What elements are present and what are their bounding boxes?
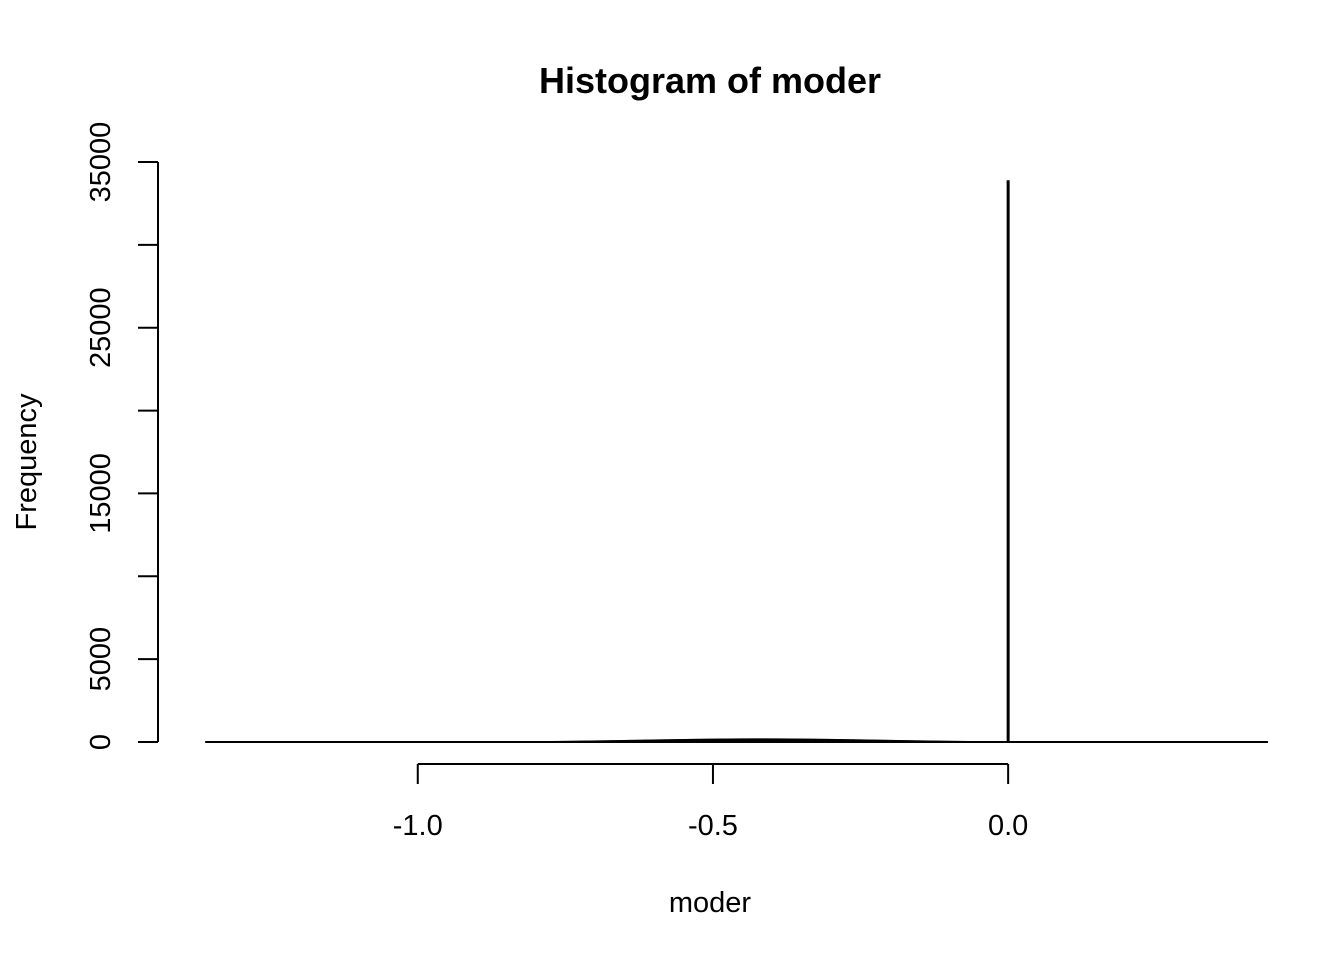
x-axis: -1.0 -0.5 0.0 bbox=[393, 763, 1028, 842]
x-axis-label: moder bbox=[669, 887, 752, 919]
x-tick-label: -1.0 bbox=[393, 810, 443, 842]
y-tick-label: 15000 bbox=[85, 453, 117, 534]
y-tick-label: 0 bbox=[85, 734, 117, 750]
x-tick-label: -0.5 bbox=[688, 810, 738, 842]
chart-title: Histogram of moder bbox=[539, 60, 881, 101]
y-axis: 0 5000 15000 25000 35000 bbox=[85, 122, 159, 750]
y-tick-label: 5000 bbox=[85, 627, 117, 692]
x-tick-label: 0.0 bbox=[988, 810, 1028, 842]
y-axis-label: Frequency bbox=[11, 393, 43, 531]
y-tick-label: 25000 bbox=[85, 287, 117, 368]
histogram-bars bbox=[204, 180, 1269, 743]
y-tick-label: 35000 bbox=[85, 122, 117, 203]
